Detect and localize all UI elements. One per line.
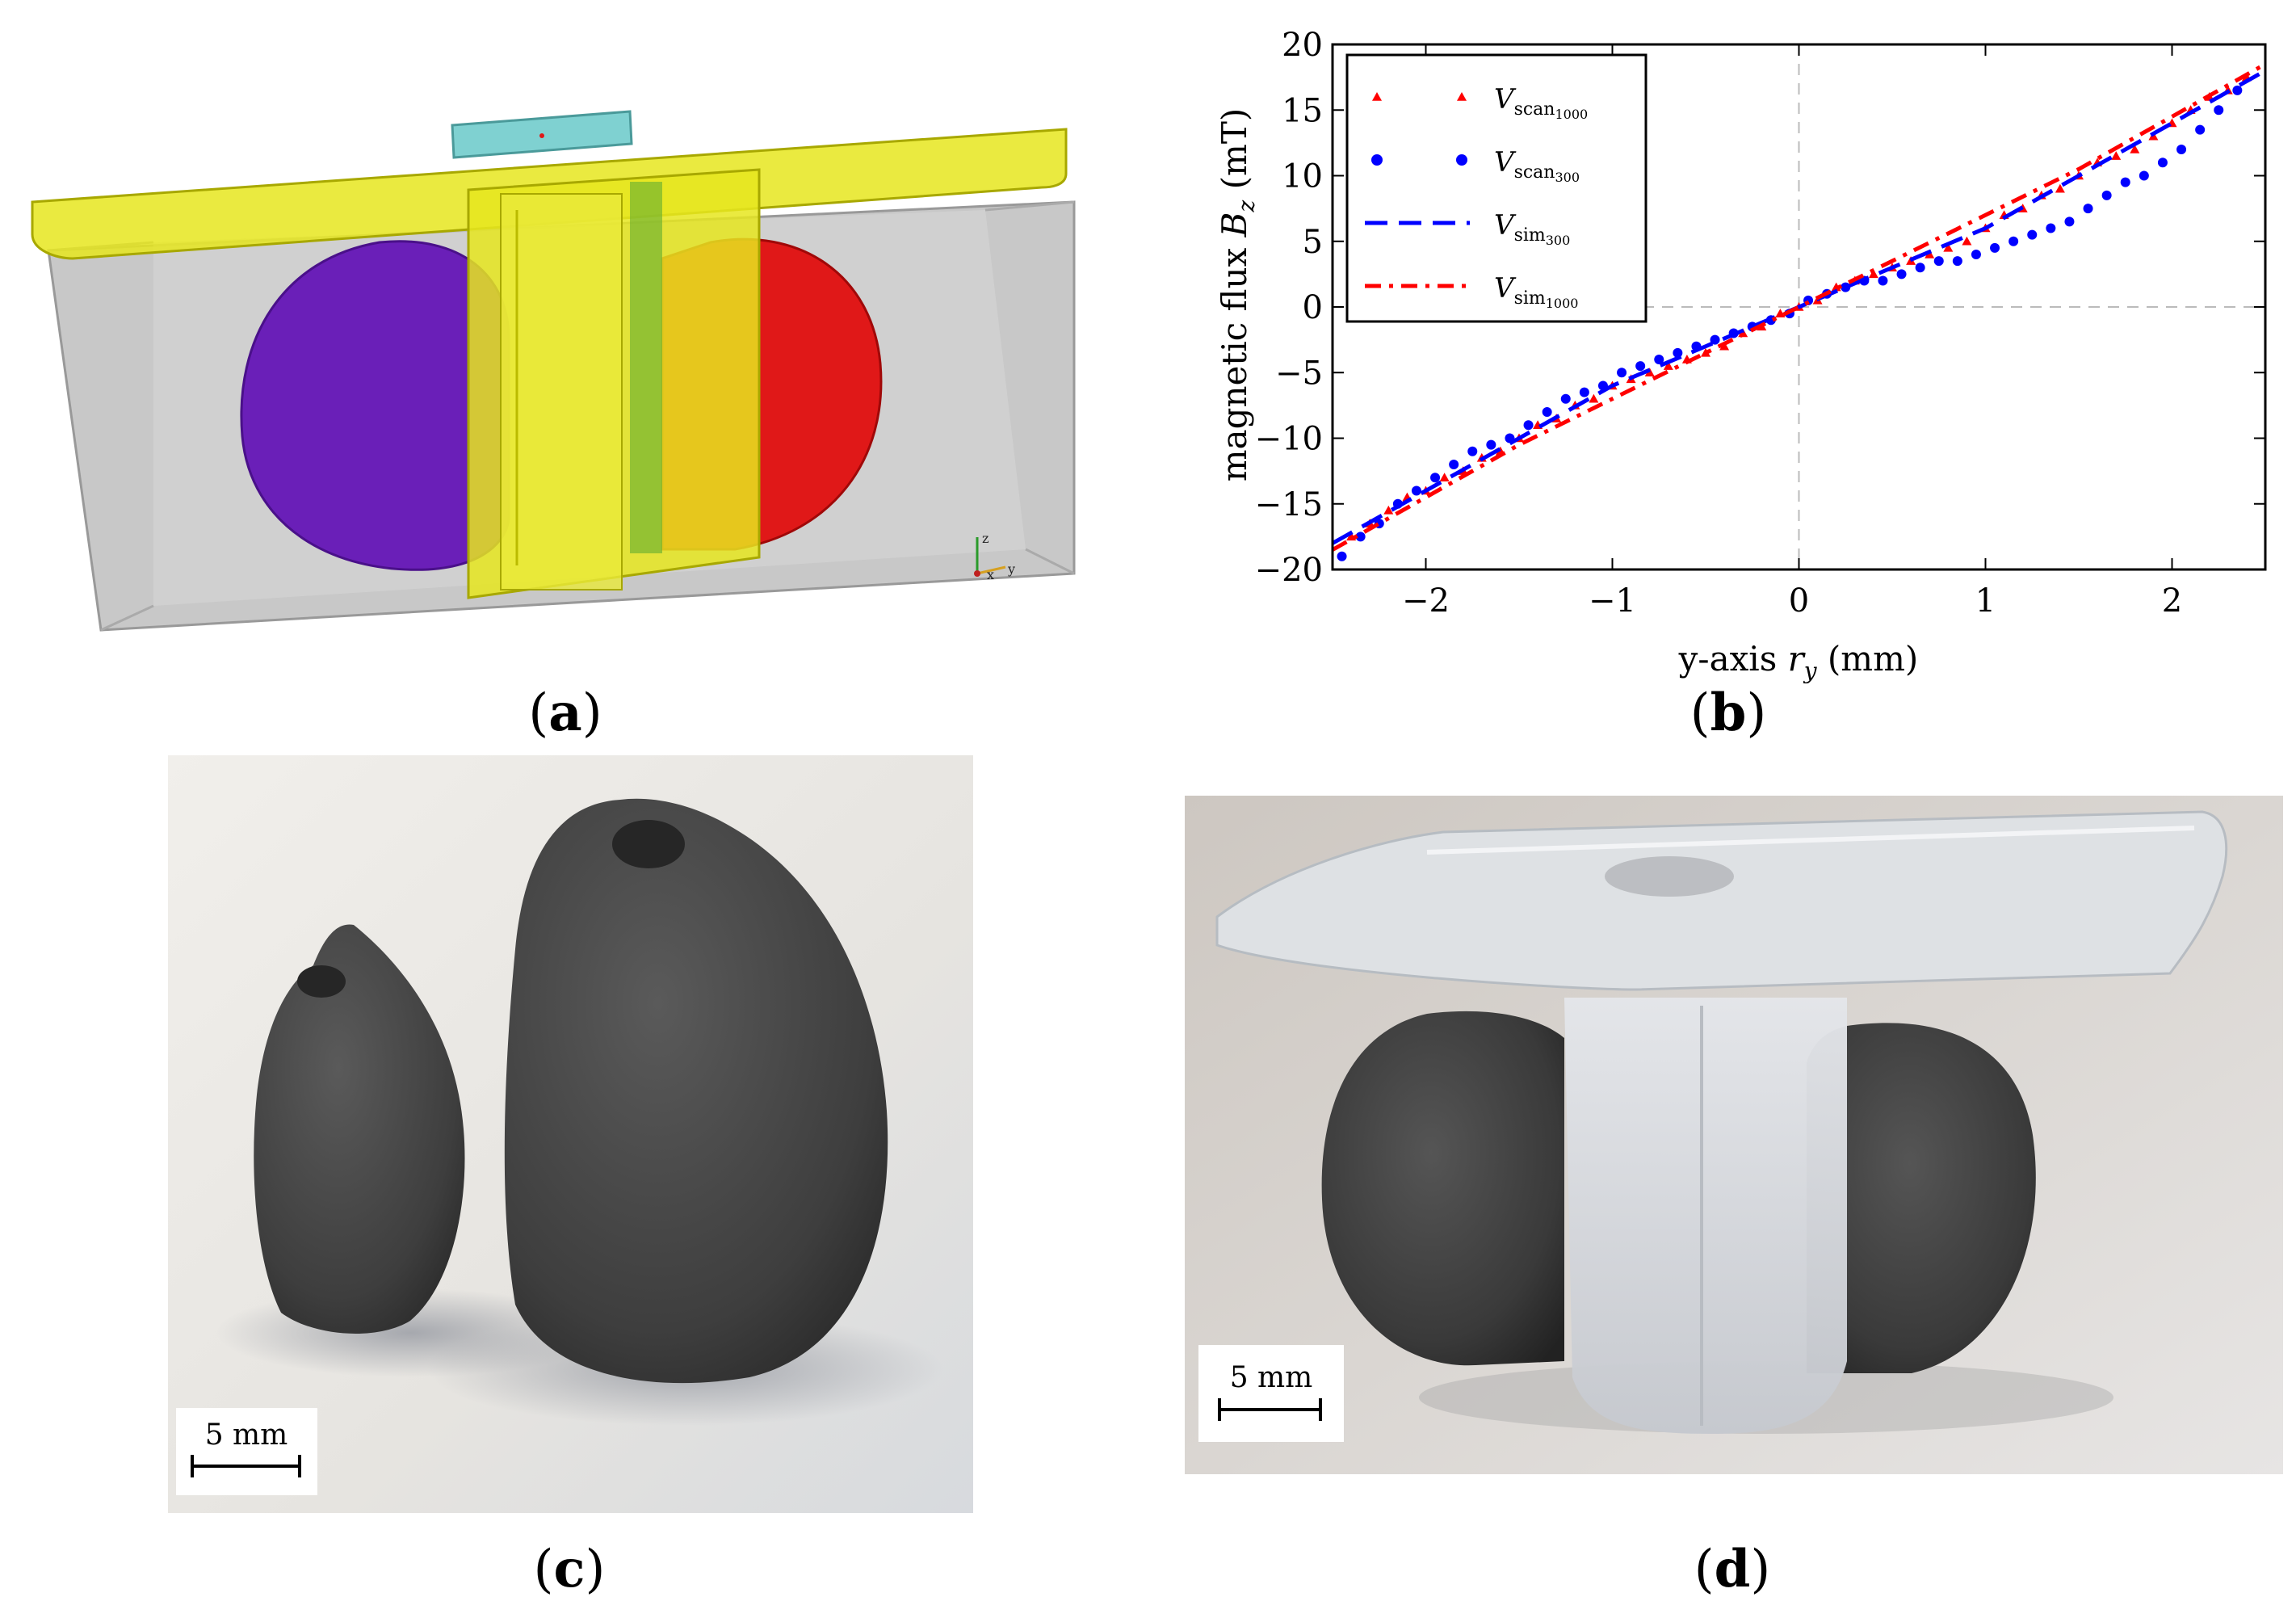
point-V_scan1000 (1346, 532, 1357, 541)
point-V_scan300 (1411, 485, 1421, 496)
scalebar-d-label: 5 mm (1230, 1361, 1313, 1394)
point-V_scan300 (2195, 124, 2206, 135)
point-V_scan300 (2083, 204, 2093, 214)
point-V_scan300 (1337, 551, 1347, 561)
point-V_scan1000 (1775, 309, 1786, 317)
holder-stem-photo (1564, 998, 1847, 1434)
caption-a: (a) (528, 683, 602, 743)
large-magnet (504, 798, 888, 1384)
chart-ylabel: magnetic flux Bz (mT) (1215, 108, 1260, 482)
point-V_scan1000 (1589, 393, 1599, 403)
y-tick-label: 5 (1303, 224, 1323, 261)
point-V_scan300 (1990, 242, 2000, 253)
y-tick-label: −15 (1255, 486, 1323, 523)
point-V_scan300 (1523, 420, 1534, 431)
axis-triad: z x y (974, 531, 1015, 582)
y-tick-label: 0 (1303, 289, 1323, 326)
point-V_scan300 (2214, 105, 2224, 116)
point-V_scan1000 (2111, 151, 2122, 160)
chart-xlabel: y-axis ry (mm) (1678, 639, 1919, 684)
point-V_scan1000 (1962, 236, 1972, 246)
point-V_scan300 (2046, 223, 2056, 233)
x-tick-label: −1 (1589, 582, 1636, 620)
point-V_scan300 (2232, 85, 2243, 95)
small-magnet (254, 924, 465, 1334)
point-V_scan300 (1560, 393, 1571, 404)
point-V_scan300 (2101, 190, 2112, 200)
point-V_scan300 (1355, 532, 1366, 542)
point-V_scan1000 (1943, 242, 1954, 252)
legend-marker (1371, 154, 1383, 166)
point-V_scan1000 (1663, 361, 1673, 370)
scalebar-c-label: 5 mm (205, 1418, 288, 1452)
left-magnet-photo (1321, 1011, 1564, 1366)
point-V_scan300 (1971, 250, 1981, 259)
caption-d: (d) (1694, 1539, 1771, 1599)
caption-b: (b) (1689, 683, 1767, 743)
point-V_scan300 (1617, 368, 1627, 378)
point-V_scan300 (2176, 145, 2187, 154)
legend-marker (1457, 92, 1467, 101)
point-V_scan300 (1654, 355, 1664, 364)
y-tick-label: 10 (1282, 158, 1323, 195)
x-tick-label: −2 (1402, 582, 1450, 620)
y-tick-label: −10 (1255, 421, 1323, 458)
point-V_scan300 (1486, 439, 1496, 450)
axis-label-z: z (982, 531, 988, 546)
y-tick-label: −20 (1255, 552, 1323, 589)
point-V_scan300 (1878, 275, 1888, 286)
point-V_scan300 (2064, 216, 2075, 227)
point-V_scan300 (2008, 236, 2019, 246)
x-tick-label: 1 (1975, 582, 1996, 620)
point-V_scan1000 (1439, 473, 1450, 482)
point-V_scan300 (2027, 229, 2038, 240)
point-V_scan300 (1896, 269, 1907, 279)
point-V_scan300 (1915, 263, 1925, 273)
point-V_scan1000 (1701, 347, 1710, 357)
point-V_scan300 (2157, 158, 2168, 168)
point-V_scan1000 (1383, 505, 1394, 515)
caption-c: (c) (533, 1539, 606, 1599)
legend-label: Vscan1000 (1494, 83, 1588, 122)
point-V_scan300 (1933, 256, 1944, 267)
point-V_scan300 (1449, 460, 1459, 469)
x-tick-label: 2 (2162, 582, 2182, 620)
point-V_scan1000 (1868, 269, 1878, 279)
point-V_scan300 (1952, 256, 1962, 267)
axis-label-y: y (1007, 561, 1015, 577)
chart-legend: Vscan1000 Vscan300 Vsim300 Vsim1000 (1345, 53, 1647, 323)
y-tick-label: 15 (1282, 92, 1323, 129)
chart-frame (1331, 43, 2267, 571)
panel-a-render: z x y (31, 110, 1076, 632)
point-V_scan300 (2120, 177, 2130, 187)
legend-label: Vsim1000 (1494, 272, 1578, 311)
series-line-V_sim300 (1331, 69, 2267, 545)
right-magnet-photo (1807, 1023, 2036, 1373)
scalebar-c: 5 mm (176, 1408, 317, 1495)
x-tick-label: 0 (1789, 582, 1809, 620)
y-tick-label: 20 (1282, 27, 1323, 64)
panel-d-photo: 5 mm (1185, 796, 2283, 1474)
point-V_scan300 (1635, 361, 1646, 372)
legend-marker (1456, 154, 1467, 166)
holder-top-plate-photo (1215, 810, 2228, 991)
point-V_scan300 (1542, 407, 1552, 417)
point-V_scan300 (1710, 334, 1720, 345)
panel-c-photo: 5 mm (168, 755, 973, 1513)
legend-marker (1372, 92, 1382, 101)
point-V_scan300 (1430, 473, 1441, 483)
legend-label: Vsim300 (1494, 209, 1570, 248)
point-V_scan1000 (2130, 145, 2140, 153)
axis-label-x: x (987, 567, 994, 582)
panel-b-chart: y-axis ry (mm) magnetic flux Bz (mT) −2 −… (1215, 27, 2267, 684)
point-V_scan300 (2139, 170, 2149, 181)
point-V_scan300 (1467, 446, 1478, 456)
series-line-V_sim1000 (1331, 62, 2267, 552)
scalebar-d: 5 mm (1198, 1345, 1344, 1442)
holder-slot (630, 182, 662, 553)
legend-label: Vscan300 (1494, 146, 1580, 185)
point-V_scan300 (1579, 387, 1589, 397)
y-tick-label: −5 (1275, 355, 1323, 392)
point-V_scan1000 (2055, 183, 2065, 193)
